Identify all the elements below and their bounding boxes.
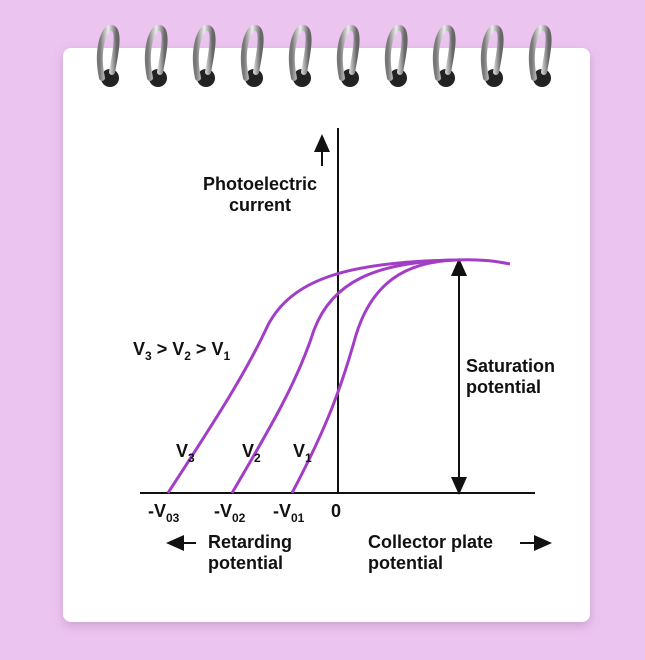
relation-part: V [133, 339, 145, 359]
label-line: potential [208, 553, 283, 573]
label-sub: 1 [305, 451, 312, 465]
label-sub: 2 [254, 451, 261, 465]
label-base: V [293, 441, 305, 461]
curves [166, 258, 511, 494]
ring [432, 25, 456, 81]
axes [140, 128, 552, 551]
label-line: Saturation [466, 356, 555, 376]
ring [192, 25, 216, 81]
curve-v3 [166, 258, 456, 494]
curve-v1 [290, 258, 511, 494]
curve-label: V3 [176, 441, 195, 465]
ring [240, 25, 264, 81]
curve-label: V1 [293, 441, 312, 465]
relation-part: > [191, 339, 212, 359]
spiral-binding [96, 25, 552, 87]
intercept: -V02 [214, 501, 246, 525]
label-line: Collector plate [368, 532, 493, 552]
curve-v2 [230, 258, 456, 494]
label-base: -V [148, 501, 166, 521]
ring [288, 25, 312, 81]
relation: V3 > V2 > V1 [133, 339, 230, 363]
retarding-label: Retarding potential [208, 532, 292, 573]
label-base: V [176, 441, 188, 461]
ring [96, 25, 120, 81]
label-base: V [242, 441, 254, 461]
label-sub: 03 [166, 511, 180, 525]
relation-sub: 3 [145, 349, 152, 363]
relation-part: > [152, 339, 173, 359]
label-sub: 01 [291, 511, 305, 525]
relation-sub: 2 [184, 349, 191, 363]
curve-label: V2 [242, 441, 261, 465]
notebook-page [63, 48, 590, 622]
y-label: Photoelectric current [203, 174, 317, 215]
y-label-line: current [229, 195, 291, 215]
origin-label: 0 [331, 501, 341, 521]
ring [336, 25, 360, 81]
label-base: -V [214, 501, 232, 521]
ring [144, 25, 168, 81]
intercepts: -V03 -V02 -V01 0 [148, 501, 341, 525]
label-base: -V [273, 501, 291, 521]
relation-part: V [211, 339, 223, 359]
relation-sub: 1 [223, 349, 230, 363]
relation-part: V [172, 339, 184, 359]
label-line: potential [466, 377, 541, 397]
curve-labels: V3 V2 V1 [176, 441, 312, 465]
intercept: -V03 [148, 501, 180, 525]
ring [384, 25, 408, 81]
label-sub: 3 [188, 451, 195, 465]
label-sub: 02 [232, 511, 246, 525]
saturation-label: Saturation potential [466, 356, 555, 397]
intercept: -V01 [273, 501, 305, 525]
label-line: Retarding [208, 532, 292, 552]
collector-label: Collector plate potential [368, 532, 493, 573]
y-label-line: Photoelectric [203, 174, 317, 194]
label-line: potential [368, 553, 443, 573]
ring [528, 25, 552, 81]
ring [480, 25, 504, 81]
